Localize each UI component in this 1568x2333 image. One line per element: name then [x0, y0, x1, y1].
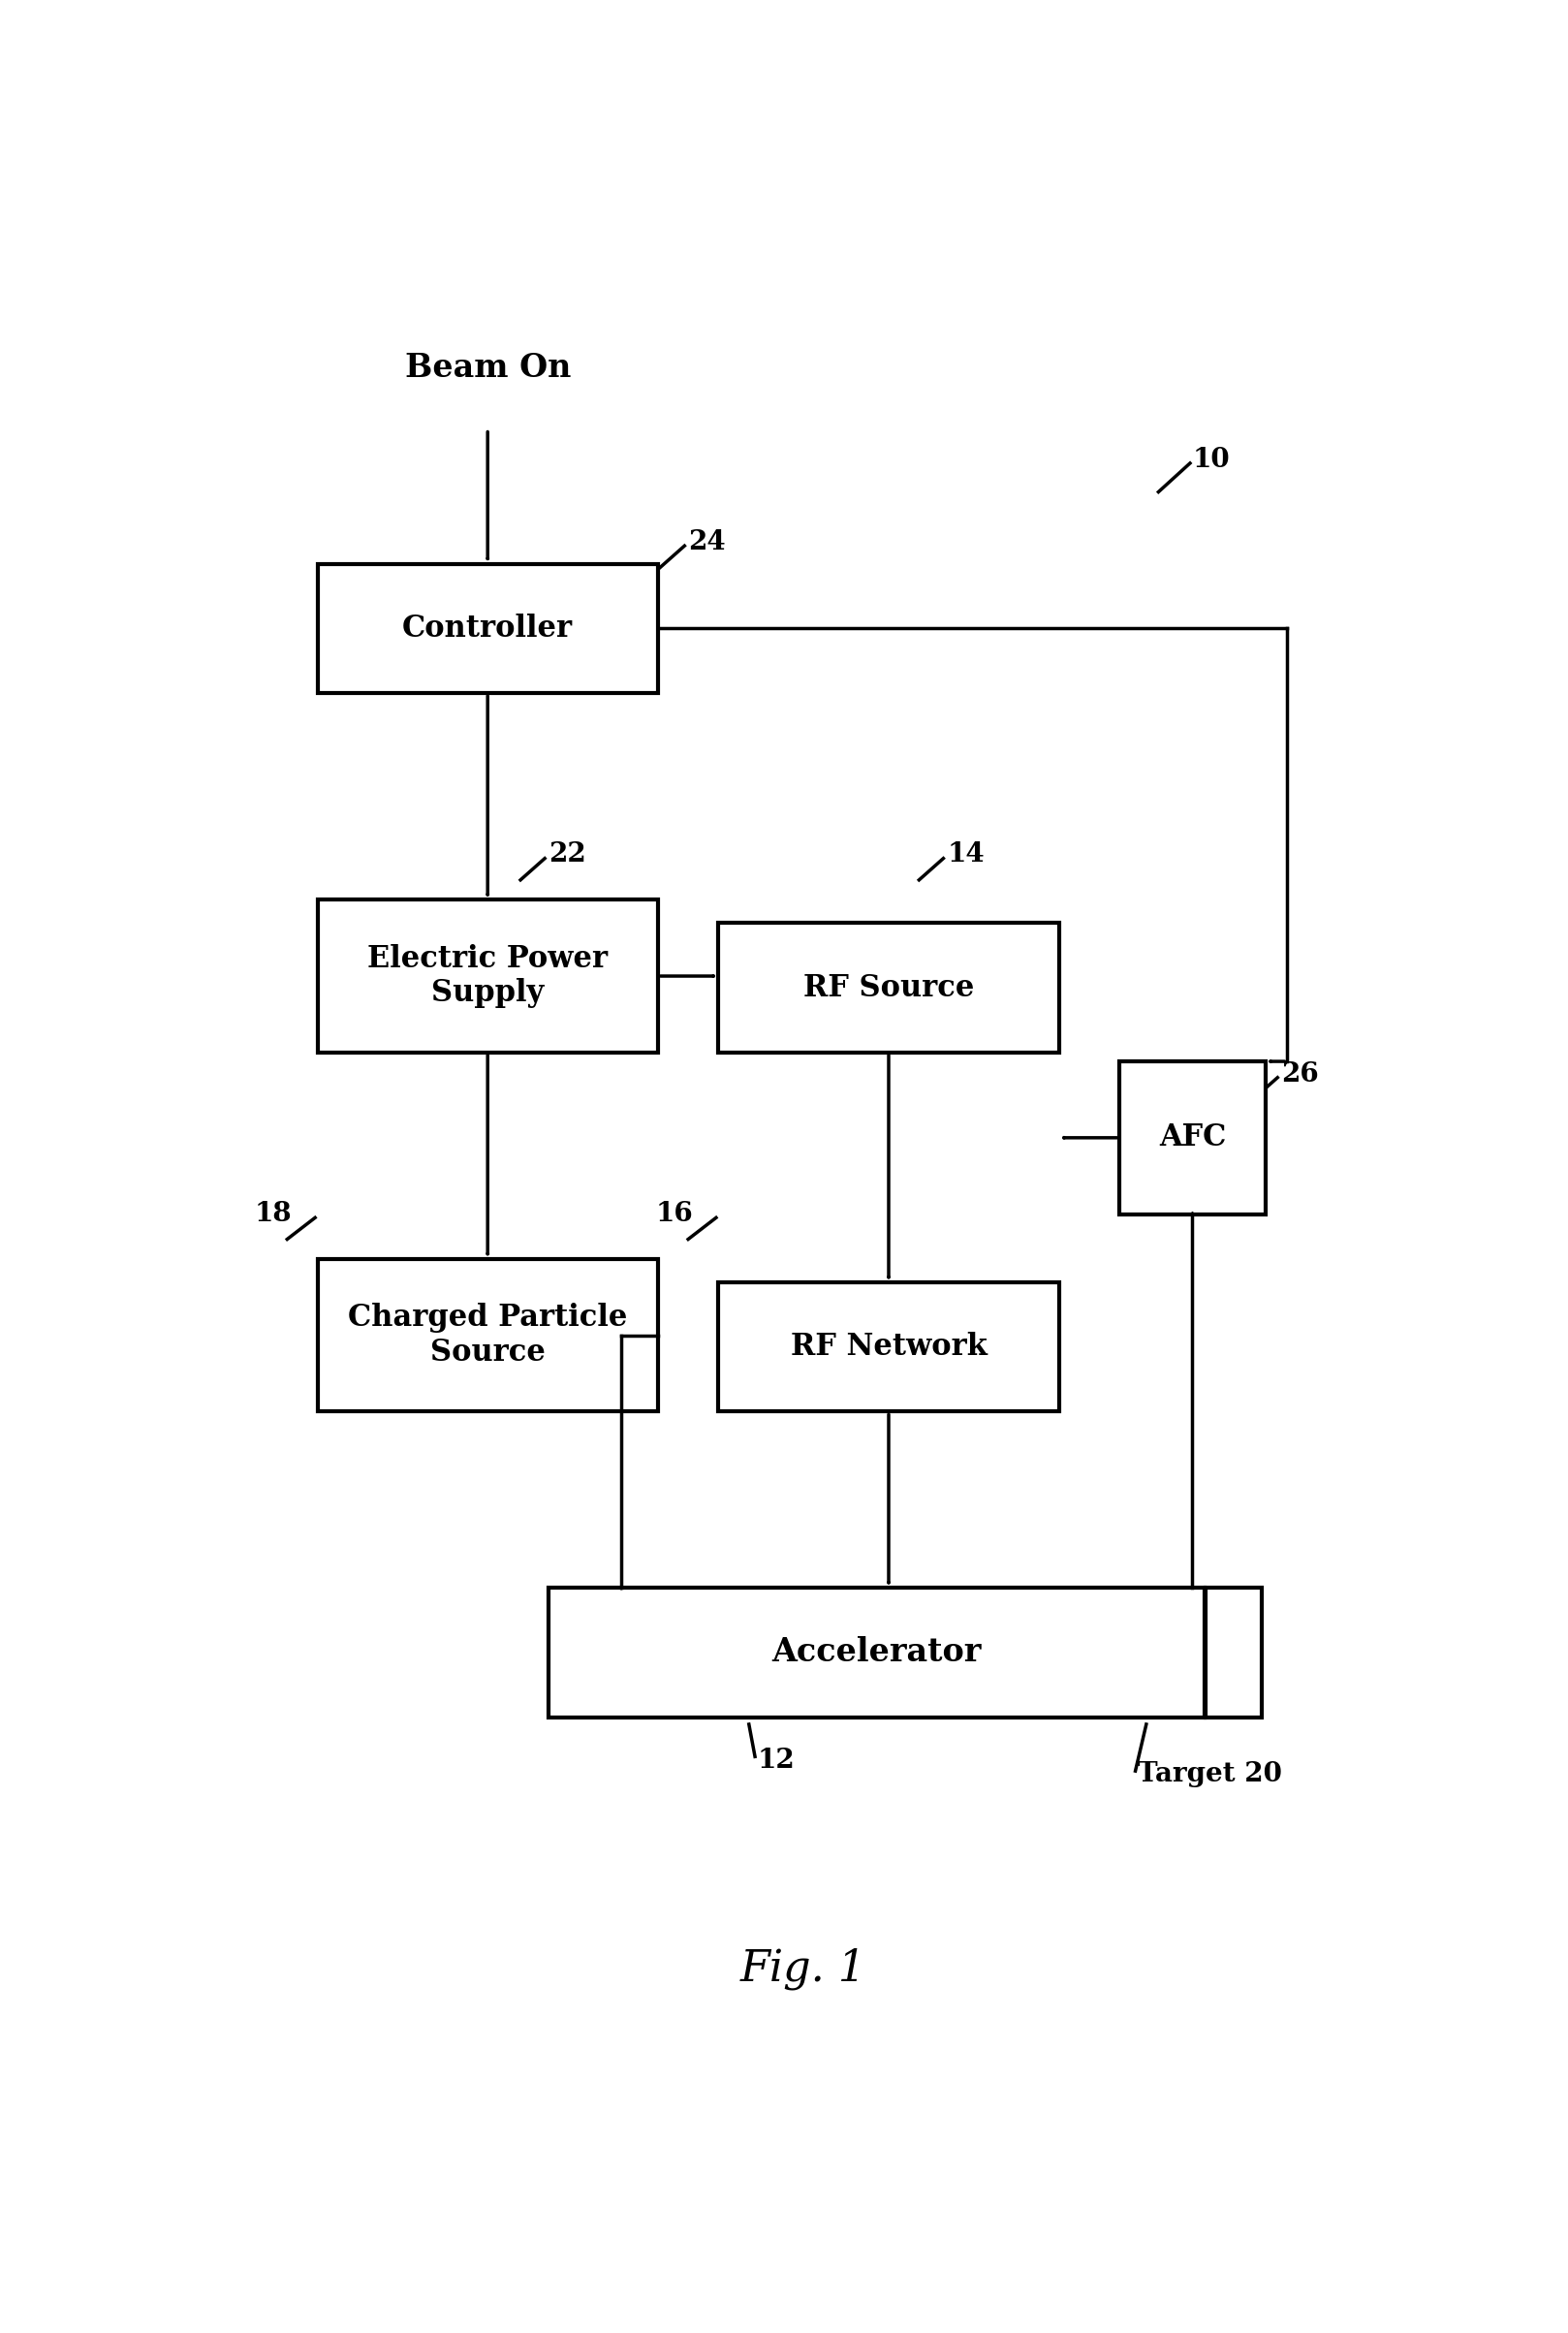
Bar	[718, 1283, 1058, 1411]
Text: Charged Particle
Source: Charged Particle Source	[348, 1302, 627, 1367]
Bar	[718, 924, 1058, 1052]
Text: Controller: Controller	[403, 614, 572, 644]
Text: 22: 22	[549, 842, 586, 868]
Text: 12: 12	[757, 1747, 795, 1773]
Bar	[317, 565, 657, 693]
Text: Accelerator: Accelerator	[771, 1635, 982, 1668]
Text: Electric Power
Supply: Electric Power Supply	[367, 943, 608, 1008]
Text: Fig. 1: Fig. 1	[740, 1948, 867, 1990]
Text: 24: 24	[688, 530, 726, 555]
Text: Beam On: Beam On	[405, 352, 571, 385]
Text: 14: 14	[947, 842, 985, 868]
Text: Target 20: Target 20	[1138, 1761, 1283, 1787]
Text: 16: 16	[655, 1201, 693, 1227]
Text: RF Source: RF Source	[803, 973, 974, 1003]
Bar	[549, 1589, 1204, 1717]
Bar	[317, 901, 657, 1052]
Text: 18: 18	[254, 1201, 292, 1227]
Text: 26: 26	[1281, 1062, 1319, 1087]
Bar	[1206, 1589, 1262, 1717]
Text: RF Network: RF Network	[790, 1332, 986, 1362]
Bar	[317, 1260, 657, 1411]
Text: AFC: AFC	[1159, 1122, 1226, 1153]
Bar	[1120, 1062, 1265, 1213]
Text: 10: 10	[1192, 446, 1229, 474]
